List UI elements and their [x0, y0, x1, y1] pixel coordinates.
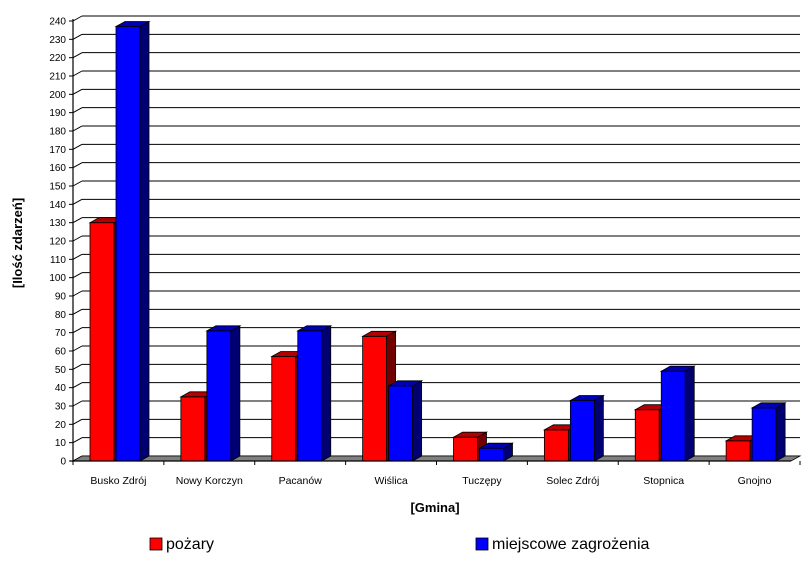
y-tick-label: 230 [49, 35, 66, 46]
x-tick-label: Wiślica [374, 475, 407, 487]
y-tick-label: 70 [55, 328, 67, 339]
y-tick-label: 210 [49, 72, 66, 83]
legend-label: miejscowe zagrożenia [492, 536, 650, 553]
bar-miejscowe-zagrozenia-0 [116, 22, 149, 462]
gridline-diagonal [73, 383, 82, 388]
y-tick-label: 180 [49, 127, 66, 138]
gridline-diagonal [73, 53, 82, 58]
gridline-diagonal [73, 346, 82, 351]
legend-swatch [476, 538, 488, 550]
gridline-diagonal [73, 16, 82, 21]
gridline-diagonal [73, 438, 82, 443]
legend-entry-pozary: pożary [150, 536, 214, 553]
bars [90, 22, 785, 462]
legend-entry-miejscowe-zagrozenia: miejscowe zagrożenia [476, 536, 650, 553]
legend-label: pożary [166, 536, 214, 553]
bar-miejscowe-zagrozenia-6 [661, 366, 694, 461]
y-tick-label: 100 [49, 273, 66, 284]
gridline-diagonal [73, 254, 82, 259]
x-tick-label: Nowy Korczyn [176, 475, 243, 487]
y-tick-label: 20 [55, 420, 67, 431]
bar-miejscowe-zagrozenia-4 [480, 443, 513, 461]
gridline-diagonal [73, 364, 82, 369]
gridline-diagonal [73, 199, 82, 204]
legend: pożary miejscowe zagrożenia [150, 536, 650, 553]
gridline-diagonal [73, 419, 82, 424]
gridline-diagonal [73, 34, 82, 39]
gridline-diagonal [73, 273, 82, 278]
bar-miejscowe-zagrozenia-1 [207, 326, 240, 461]
gridline-diagonal [73, 401, 82, 406]
x-tick-label: Tuczępy [462, 475, 502, 487]
bar-miejscowe-zagrozenia-3 [389, 381, 422, 461]
y-tick-label: 0 [60, 457, 66, 468]
gridline-diagonal [73, 144, 82, 149]
y-tick-label: 200 [49, 90, 66, 101]
x-tick-labels: Busko Zdrój Nowy Korczyn Pacanów Wiślica Tuc… [90, 475, 771, 487]
y-tick-label: 240 [49, 17, 66, 28]
y-tick-label: 130 [49, 218, 66, 229]
y-tick-label: 110 [50, 255, 66, 266]
gridline-diagonal [73, 309, 82, 314]
y-tick-label: 40 [55, 383, 67, 394]
legend-swatch [150, 538, 162, 550]
y-tick-label: 120 [49, 237, 66, 248]
x-tick-label: Pacanów [279, 475, 323, 487]
x-tick-label: Busko Zdrój [90, 475, 146, 487]
bar-miejscowe-zagrozenia-2 [298, 326, 331, 461]
x-tick-label: Stopnica [643, 475, 684, 487]
x-tick-label: Solec Zdrój [546, 475, 599, 487]
gridline-diagonal [73, 236, 82, 241]
bar-miejscowe-zagrozenia-7 [752, 403, 785, 461]
y-tick-label: 220 [49, 53, 66, 64]
y-tick-label: 170 [49, 145, 66, 156]
y-tick-label: 160 [49, 163, 66, 174]
bar-miejscowe-zagrozenia-5 [570, 396, 603, 462]
gridline-diagonal [73, 181, 82, 186]
y-tick-label: 140 [49, 200, 66, 211]
y-tick-label: 30 [55, 402, 67, 413]
gridline-diagonal [73, 163, 82, 168]
y-tick-label: 190 [49, 108, 66, 119]
gridline-diagonal [73, 291, 82, 296]
gridline-diagonal [73, 218, 82, 223]
gridline-diagonal [73, 89, 82, 94]
y-tick-label: 150 [49, 182, 66, 193]
x-tick-label: Gnojno [738, 475, 772, 487]
y-tick-label: 90 [55, 292, 67, 303]
gridline-diagonal [73, 108, 82, 113]
gridline-diagonal [73, 328, 82, 333]
x-axis-label: [Gmina] [410, 500, 459, 515]
y-tick-labels: 0 10 20 30 40 50 60 70 80 90 100 110 120 130 140 150 160… [49, 17, 66, 468]
y-tick-label: 60 [55, 347, 67, 358]
y-axis-label: [Ilość zdarzeń] [10, 198, 25, 288]
y-tick-label: 80 [55, 310, 67, 321]
y-tick-label: 50 [55, 365, 67, 376]
gridline-diagonal [73, 126, 82, 131]
gridline-diagonal [73, 71, 82, 76]
y-tick-label: 10 [55, 438, 67, 449]
